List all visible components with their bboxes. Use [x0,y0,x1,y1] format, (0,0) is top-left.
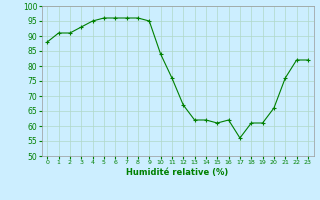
X-axis label: Humidité relative (%): Humidité relative (%) [126,168,229,177]
